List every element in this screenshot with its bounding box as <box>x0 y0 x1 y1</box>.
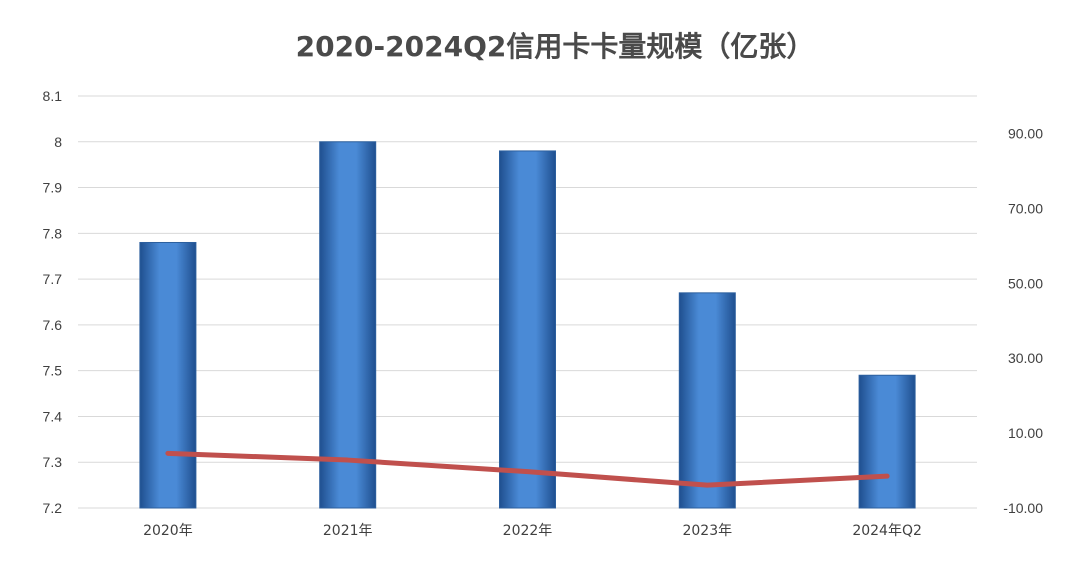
bar-4 <box>858 374 916 509</box>
category-label: 2020年 <box>143 523 193 539</box>
left-tick-label: 7.5 <box>43 363 63 379</box>
left-tick-label: 7.9 <box>43 180 63 196</box>
left-tick-label: 7.6 <box>43 317 63 333</box>
left-tick-label: 7.3 <box>43 454 63 470</box>
right-y-axis: -10.00 10.00 30.00 50.00 70.00 90.00 <box>1003 125 1043 516</box>
right-tick-label: -10.00 <box>1003 500 1043 516</box>
category-label: 2022年 <box>503 523 553 539</box>
bar-2 <box>499 150 556 509</box>
category-label: 2024年Q2 <box>852 523 922 539</box>
bar-3 <box>678 292 736 509</box>
left-tick-label: 7.8 <box>43 225 63 241</box>
left-tick-label: 8.1 <box>43 88 63 104</box>
left-tick-label: 8 <box>54 134 62 150</box>
right-tick-label: 30.00 <box>1008 350 1043 366</box>
right-tick-label: 90.00 <box>1008 125 1043 141</box>
left-tick-label: 7.4 <box>43 408 63 424</box>
category-label: 2021年 <box>323 523 373 539</box>
left-tick-label: 7.2 <box>43 500 63 516</box>
chart-title: 2020-2024Q2信用卡卡量规模（亿张） <box>296 30 815 63</box>
bar-series <box>139 141 916 509</box>
bar-0 <box>139 241 197 509</box>
category-label: 2023年 <box>682 523 732 539</box>
left-tick-label: 7.7 <box>43 271 63 287</box>
growth-line <box>165 450 890 488</box>
x-axis-categories: 2020年 2021年 2022年 2023年 2024年Q2 <box>143 523 922 539</box>
right-tick-label: 50.00 <box>1008 275 1043 291</box>
bar-1 <box>319 141 377 509</box>
left-y-axis: 7.2 7.3 7.4 7.5 7.6 7.7 7.8 7.9 8 8.1 <box>43 88 63 516</box>
line-series <box>165 450 890 488</box>
right-tick-label: 10.00 <box>1008 425 1043 441</box>
right-tick-label: 70.00 <box>1008 200 1043 216</box>
